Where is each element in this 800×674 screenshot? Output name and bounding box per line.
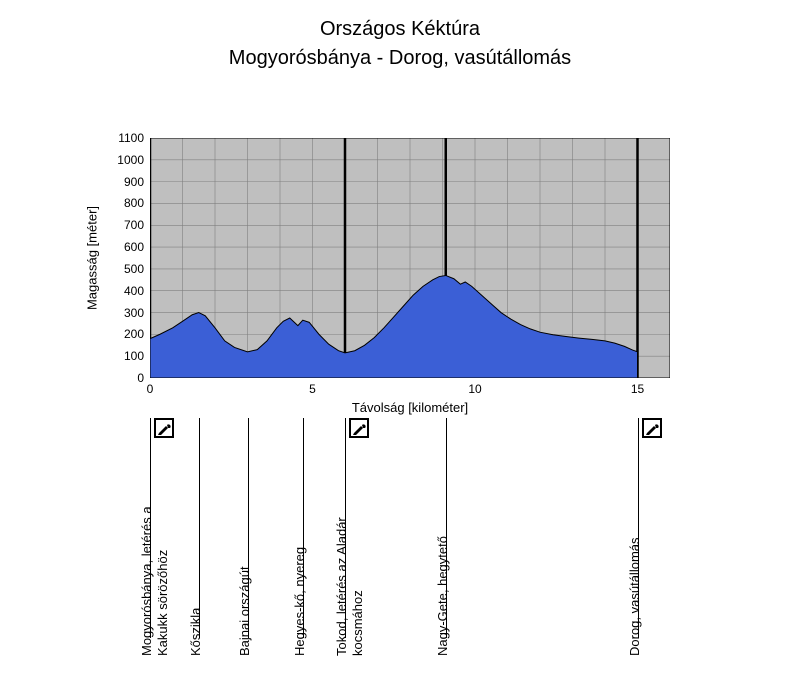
waypoint-label: Kakukk sörözőhöz xyxy=(155,550,170,656)
y-tick-label: 1000 xyxy=(104,153,144,167)
y-tick-label: 300 xyxy=(104,306,144,320)
stamp-icon xyxy=(154,418,174,438)
y-tick-label: 0 xyxy=(104,371,144,385)
x-axis-label: Távolság [kilométer] xyxy=(352,400,468,415)
waypoint-line xyxy=(199,418,200,638)
waypoint-label: Hegyes-kő, nyereg xyxy=(292,547,307,656)
x-tick-label: 5 xyxy=(309,382,316,396)
chart-svg xyxy=(150,138,670,378)
title: Országos Kéktúra xyxy=(0,18,800,41)
waypoint-label: Tokod, letérés az Aladár xyxy=(334,517,349,656)
x-tick-label: 0 xyxy=(147,382,154,396)
waypoints: Mogyorósbánya, letérés aKakukk sörözőhöz… xyxy=(150,418,670,658)
elevation-chart: Magasság [méter] Távolság [kilométer] 01… xyxy=(150,138,670,398)
subtitle: Mogyorósbánya - Dorog, vasútállomás xyxy=(0,47,800,70)
waypoint-label: Dorog, vasútállomás xyxy=(627,538,642,657)
y-tick-label: 400 xyxy=(104,284,144,298)
waypoint-label: kocsmához xyxy=(350,590,365,656)
y-tick-label: 700 xyxy=(104,218,144,232)
y-axis-label: Magasság [méter] xyxy=(85,206,100,310)
waypoint-label: Nagy-Gete, hegytető xyxy=(435,536,450,656)
x-tick-label: 15 xyxy=(631,382,644,396)
page: Országos Kéktúra Mogyorósbánya - Dorog, … xyxy=(0,18,800,674)
y-tick-label: 800 xyxy=(104,196,144,210)
y-tick-label: 100 xyxy=(104,349,144,363)
y-tick-label: 600 xyxy=(104,240,144,254)
waypoint-label: Kőszikla xyxy=(188,608,203,656)
y-tick-label: 900 xyxy=(104,175,144,189)
waypoint-label: Bajnai országút xyxy=(237,566,252,656)
waypoint-label: Mogyorósbánya, letérés a xyxy=(139,506,154,656)
x-tick-label: 10 xyxy=(468,382,481,396)
stamp-icon xyxy=(349,418,369,438)
stamp-icon xyxy=(642,418,662,438)
y-tick-label: 200 xyxy=(104,327,144,341)
y-tick-label: 1100 xyxy=(104,131,144,145)
y-tick-label: 500 xyxy=(104,262,144,276)
